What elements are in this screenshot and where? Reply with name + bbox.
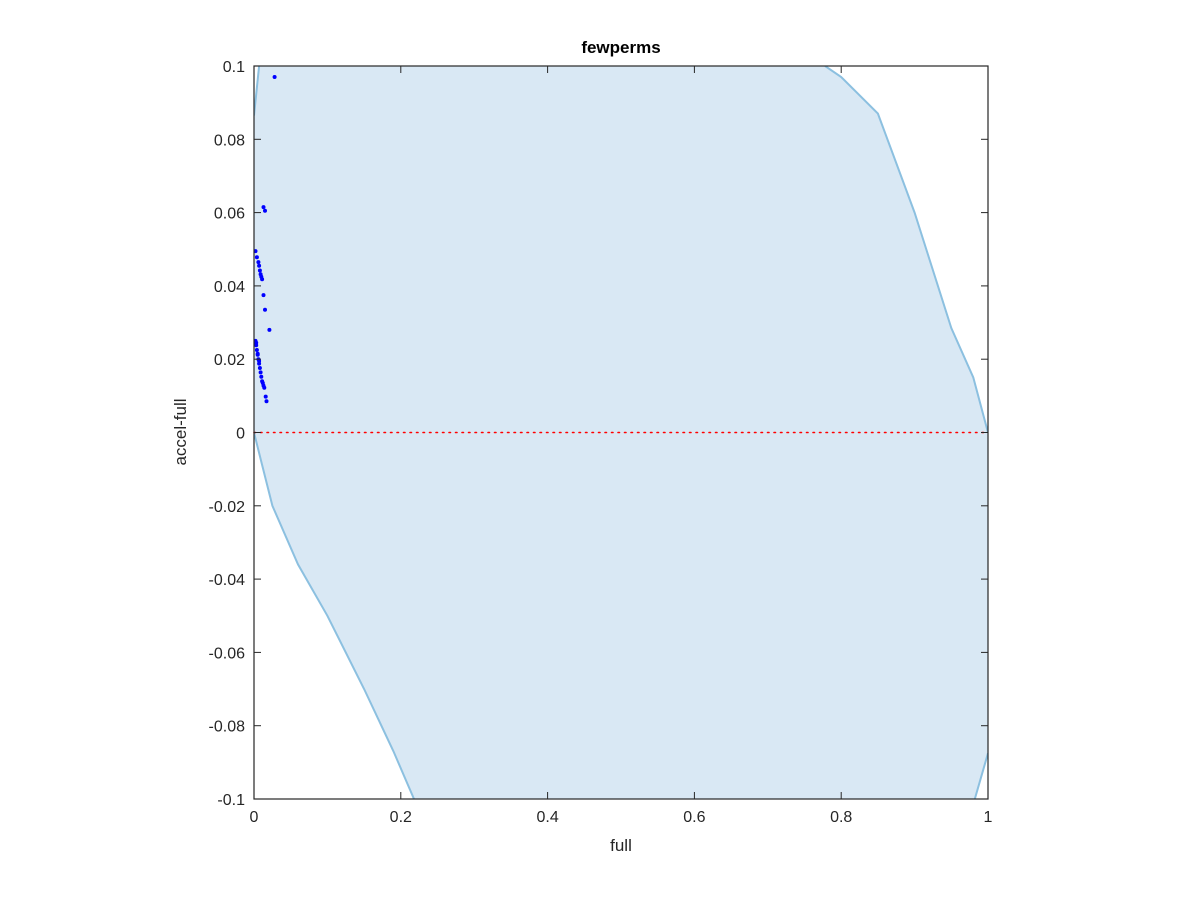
data-point	[272, 75, 277, 79]
data-point	[257, 366, 262, 370]
data-point	[260, 277, 265, 282]
data-point	[257, 268, 262, 273]
data-point	[254, 255, 259, 260]
y-tick-label: 0.1	[223, 59, 245, 76]
data-point	[254, 340, 259, 345]
data-point	[257, 359, 262, 363]
x-tick-label: 1	[984, 809, 993, 826]
data-point	[255, 351, 260, 356]
region-edge-lower-left-boundary	[254, 432, 415, 799]
data-point	[256, 260, 261, 265]
x-tick-label: 0.6	[683, 809, 705, 826]
data-point	[263, 394, 268, 399]
data-point	[254, 348, 259, 352]
region-edge-right-boundary	[824, 66, 988, 433]
data-point	[259, 374, 264, 379]
x-tick-label: 0.4	[536, 809, 558, 826]
y-tick-label: 0.02	[214, 352, 245, 369]
data-point	[261, 293, 266, 298]
y-tick-label: 0.06	[214, 206, 245, 223]
y-tick-label: -0.06	[209, 645, 246, 662]
data-point	[258, 370, 263, 375]
data-point	[261, 205, 266, 210]
data-point	[264, 399, 269, 404]
chart-title: fewperms	[581, 38, 660, 57]
scatter-series	[253, 75, 277, 404]
y-tick-label: 0.08	[214, 132, 245, 149]
x-tick-label: 0	[250, 809, 259, 826]
y-tick-label: 0	[236, 426, 245, 443]
y-tick-label: 0.04	[214, 279, 245, 296]
feasible-region	[254, 66, 988, 799]
data-point	[262, 385, 267, 390]
data-point	[257, 263, 262, 268]
x-tick-label: 0.8	[830, 809, 852, 826]
y-tick-label: -0.1	[217, 792, 245, 809]
y-tick-label: -0.04	[209, 572, 246, 589]
region-edge-lower-right-boundary	[973, 752, 988, 799]
axis-ticks: 0 0.2 0.4 0.6 0.8 1 -0.1 -0.08 -0.06 -0.04 -0.02 0 0…	[209, 59, 993, 826]
x-tick-label: 0.2	[390, 809, 412, 826]
y-tick-label: -0.02	[209, 499, 246, 516]
y-axis-label: accel-full	[171, 398, 190, 465]
feasible-region-fill	[254, 66, 988, 799]
x-axis-label: full	[610, 836, 632, 855]
y-tick-label: -0.08	[209, 719, 246, 736]
data-point	[263, 307, 267, 312]
data-point	[267, 327, 272, 332]
data-point	[263, 208, 267, 213]
region-edge-upper-left-boundary	[254, 66, 261, 116]
